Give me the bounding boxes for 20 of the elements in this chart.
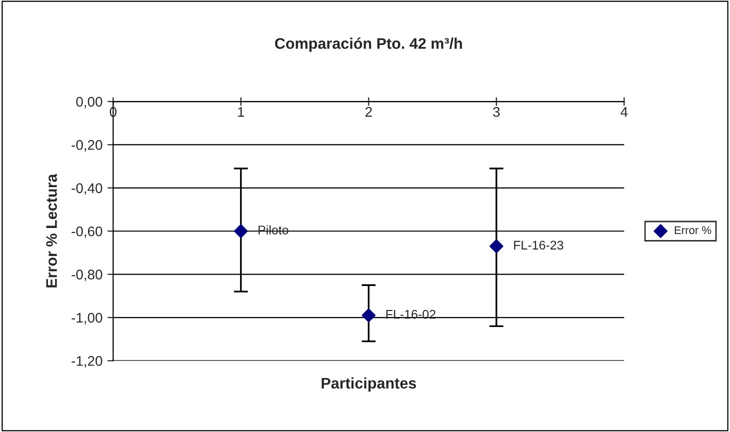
y-tick-label: 0,00: [76, 96, 102, 108]
y-axis-title: Error % Lectura: [46, 174, 57, 288]
y-tick-label: -0,80: [72, 270, 102, 282]
legend-label: Error %: [674, 226, 712, 234]
point: [234, 224, 248, 238]
y-tick-label: -0,40: [72, 183, 102, 195]
y-tick-label: -1,00: [72, 312, 102, 324]
point: [362, 308, 376, 322]
chart-title: Comparación Pto. 42 m³/h: [275, 38, 462, 52]
annotation: FL-16-23: [514, 240, 564, 250]
x-tick-label: 3: [493, 106, 500, 117]
x-tick-label: 1: [238, 107, 244, 117]
x-tick-label: 4: [620, 107, 628, 117]
point: [489, 239, 504, 254]
annotation: FL-16-02: [386, 310, 436, 319]
y-tick-label: -0,60: [72, 226, 102, 238]
y-tick-label: -1,20: [72, 356, 102, 368]
y-tick-label: -0,20: [72, 140, 102, 152]
x-axis-title: Participantes: [322, 377, 416, 392]
x-tick-label: 2: [365, 106, 372, 117]
